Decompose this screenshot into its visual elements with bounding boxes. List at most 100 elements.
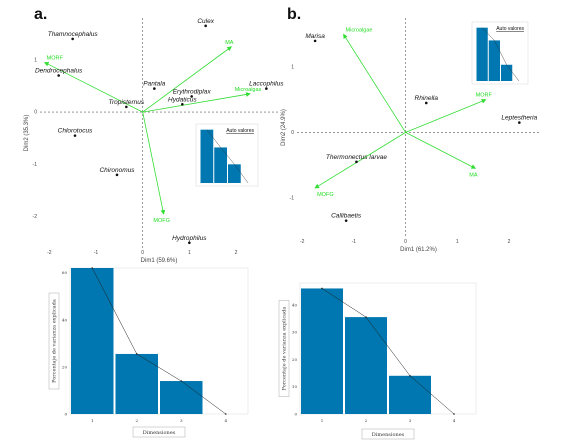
- pca-a-inset-line: [206, 129, 249, 184]
- scree-a-ytick: 20: [62, 364, 68, 369]
- pca-a-point-label: Culex: [197, 18, 214, 25]
- pca-a-point: [188, 241, 191, 245]
- pca-a-xtick: 1: [188, 250, 191, 256]
- pca-a-ytick: 1: [34, 57, 37, 63]
- pca-b-point-label: Leptestheria: [501, 115, 537, 122]
- scree-a-bar: [71, 268, 114, 414]
- scree-b-trend-point: [321, 287, 323, 290]
- pca-a-point-label: Erythrodiplax: [173, 88, 212, 95]
- pca-b-point-label: Thermonectus larvae: [326, 154, 387, 161]
- scree-a-trend-point: [180, 380, 183, 382]
- scree-b-trend-point: [365, 316, 367, 318]
- panel-label-a: a.: [34, 6, 48, 23]
- pca-b-point-label: Callibaetis: [331, 213, 362, 220]
- scree-a-trend-point: [91, 267, 94, 269]
- pca-a-point-label: Hydaticus: [168, 96, 197, 103]
- pca-b-inset-bar: [501, 64, 513, 81]
- scree-b-ytick: 40: [292, 302, 298, 307]
- scree-a-xlabel: Dimensiones: [143, 430, 176, 436]
- scree-b-xlabel-box: [361, 428, 415, 440]
- pca-b-inset-line: [481, 27, 520, 82]
- scree-a-ylabel: Porcentaje de varianza explicada: [52, 299, 58, 383]
- scree-a-xtick: 4: [224, 418, 227, 423]
- pca-b-xtick: 2: [508, 239, 511, 245]
- pca-b-point-label: Rhinella: [415, 95, 439, 102]
- pca-a-ylabel: Dim2 (35.3%): [24, 115, 30, 152]
- scree-b-xtick: 4: [453, 418, 456, 423]
- scree-a-xlabel-box: [132, 426, 186, 438]
- pca-a-ytick: 0: [34, 110, 37, 116]
- pca-b-xlabel: Dim1 (61.2%): [400, 247, 437, 253]
- pca-b-xtick: 1: [456, 239, 459, 245]
- pca-a-point: [204, 24, 207, 28]
- scree-a-ytick: 60: [62, 270, 68, 275]
- pca-a-point: [125, 105, 128, 109]
- scree-a-xtick: 1: [91, 418, 94, 423]
- pca-b-ytick: 0: [291, 130, 294, 136]
- pca-a-point-label: Laccophilus: [249, 81, 284, 88]
- pca-b-vector-label: MA: [469, 172, 478, 178]
- scree-b-xlabel: Dimensiones: [372, 432, 405, 438]
- pca-a-point: [181, 102, 184, 106]
- scree-b-frame: [299, 282, 477, 415]
- scree-a-trend-point: [224, 413, 227, 415]
- pca-b-inset-title: Auto valores: [496, 26, 524, 32]
- pca-b-vector-arrow: [405, 99, 487, 133]
- scree-b-trend-point: [453, 413, 455, 415]
- pca-a-inset-title: Auto valores: [226, 128, 254, 134]
- pca-b-inset-bar: [488, 40, 500, 81]
- pca-b-xtick: -1: [352, 239, 357, 245]
- pca-b-point: [313, 39, 317, 43]
- scree-a-frame: [69, 267, 249, 415]
- pca-b-vector-label: MORF: [476, 93, 493, 99]
- pca-b-point: [355, 160, 358, 164]
- pca-a-vector-arrow: [43, 62, 143, 113]
- pca-b-vector-label: Microalgae: [346, 27, 373, 33]
- scree-b-xtick: 3: [409, 418, 412, 423]
- pca-b-vector-arrow: [405, 132, 477, 169]
- pca-a-point-label: Chlorotocus: [58, 128, 93, 135]
- scree-a-ytick: 40: [62, 317, 68, 322]
- scree-b-ytick: 10: [292, 384, 298, 389]
- scree-b-ylabel: Porcentaje de varianza explicada: [282, 307, 288, 391]
- pca-a-point-label: Tropisternus: [109, 99, 145, 106]
- pca-b-point: [518, 121, 521, 124]
- pca-a-xtick: 0: [141, 250, 144, 256]
- pca-b-vector-arrow: [314, 132, 406, 189]
- scree-b-ylabel-box: [278, 300, 290, 397]
- pca-a-inset-bar: [200, 129, 214, 183]
- scree-a-trend-point: [135, 353, 138, 355]
- scree-a-xtick: 2: [135, 418, 138, 423]
- scree-b-bar: [301, 288, 343, 414]
- pca-a-vector-label: MORF: [47, 55, 64, 61]
- pca-b-point-label: Marisa: [305, 33, 325, 40]
- pca-a-point: [73, 134, 77, 137]
- pca-a-point: [71, 37, 74, 41]
- pca-b-point: [424, 101, 428, 105]
- scree-a-bar: [115, 353, 158, 414]
- scree-a-bar: [160, 381, 203, 414]
- pca-a-xlabel: Dim1 (59.6%): [141, 258, 178, 264]
- pca-a-point-label: Chironomus: [99, 167, 135, 174]
- panel-label-b: b.: [287, 6, 302, 23]
- pca-a-xtick: -1: [94, 250, 99, 256]
- pca-b-vector-label: MOFG: [317, 192, 334, 198]
- scree-b-trend-point: [409, 374, 411, 377]
- scree-b-xtick: 2: [365, 418, 368, 423]
- pca-a-point: [153, 87, 156, 90]
- scree-a-ytick: 0: [64, 412, 67, 417]
- scree-a-xtick: 3: [180, 418, 183, 423]
- pca-a-point: [265, 87, 268, 90]
- pca-a-point-label: Pantala: [143, 81, 165, 88]
- pca-b-ytick: 1: [291, 65, 294, 71]
- scree-a-trend-line: [92, 267, 226, 415]
- pca-a-xtick: -2: [47, 250, 52, 256]
- pca-b-xtick: -2: [300, 239, 305, 245]
- pca-b-xtick: 0: [404, 239, 407, 245]
- pca-a-ytick: -2: [33, 214, 38, 220]
- pca-a-inset-bar: [228, 164, 241, 183]
- pca-b-point: [344, 219, 348, 222]
- pca-a-point-label: Hydrophilus: [172, 235, 207, 242]
- scree-b-bar: [345, 317, 387, 414]
